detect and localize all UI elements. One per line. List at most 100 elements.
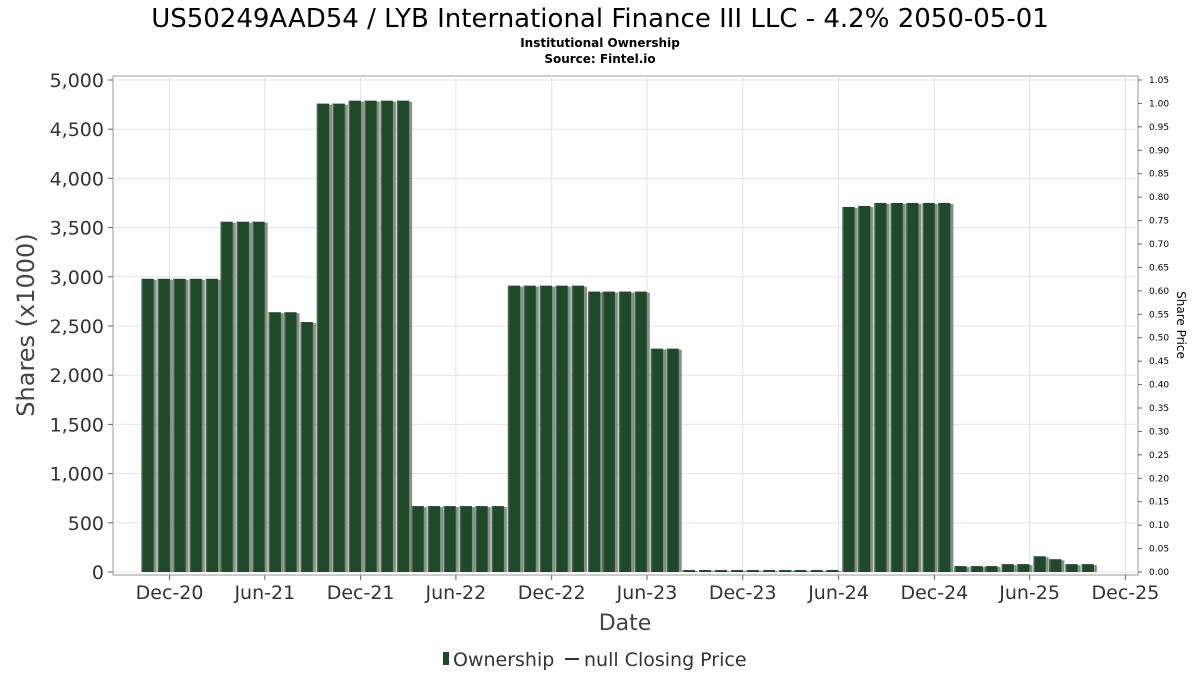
ownership-bar — [746, 570, 759, 572]
x-tick-label: Jun-23 — [616, 582, 678, 604]
legend-closing-price-label: null Closing Price — [584, 649, 747, 671]
bar-highlight — [779, 570, 781, 572]
y2-tick-label: 1.00 — [1149, 99, 1169, 109]
y2-tick-label: 0.05 — [1149, 545, 1169, 555]
y2-tick-label: 0.95 — [1149, 123, 1169, 133]
bar-highlight — [411, 506, 414, 572]
x-tick-label: Jun-22 — [425, 582, 487, 604]
y2-tick-label: 0.80 — [1149, 193, 1169, 203]
ownership-bar — [858, 205, 871, 572]
y-tick-label: 500 — [68, 513, 104, 535]
y-tick-label: 5,000 — [50, 70, 104, 92]
y2-tick-label: 1.05 — [1149, 76, 1169, 86]
ownership-bar — [491, 506, 504, 572]
ownership-bar — [682, 570, 695, 572]
ownership-bar — [236, 221, 249, 573]
y2-tick-label: 0.45 — [1149, 357, 1169, 367]
y2-tick-label: 0.90 — [1149, 146, 1169, 156]
ownership-bar — [970, 566, 983, 572]
ownership-bar — [459, 506, 472, 572]
y-tick-label: 1,000 — [50, 464, 104, 486]
ownership-bar — [954, 566, 967, 572]
bar-highlight — [746, 570, 749, 572]
ownership-bar — [826, 570, 839, 572]
legend: Ownership null Closing Price — [443, 649, 747, 671]
bar-highlight — [922, 203, 924, 572]
bar-highlight — [141, 278, 143, 572]
ownership-bar — [698, 570, 712, 572]
legend-ownership-label: Ownership — [453, 649, 554, 671]
y-tick-label: 2,000 — [50, 365, 104, 387]
ownership-bar — [300, 322, 313, 572]
ownership-bar — [890, 203, 903, 572]
ownership-bar — [220, 221, 233, 573]
bar-highlight — [890, 203, 893, 572]
y2-tick-label: 0.20 — [1149, 474, 1169, 484]
ownership-bar — [475, 506, 488, 572]
y2-tick-label: 0.60 — [1149, 287, 1169, 297]
ownership-bar — [650, 348, 664, 572]
bar-highlight — [443, 506, 445, 572]
ownership-bar — [794, 570, 807, 572]
y-tick-label: 0 — [92, 562, 104, 584]
ownership-bar — [380, 100, 393, 572]
legend-ownership-swatch — [443, 652, 449, 665]
ownership-bar — [205, 278, 219, 572]
ownership-bar — [443, 506, 456, 572]
bar-highlight — [794, 570, 796, 572]
ownership-bar — [364, 100, 377, 572]
y2-tick-label: 0.65 — [1149, 263, 1169, 273]
ownership-bar — [922, 203, 935, 572]
bar-highlight — [380, 100, 383, 572]
ownership-bar — [523, 285, 536, 572]
ownership-bar — [507, 285, 521, 572]
bar-highlight — [348, 100, 351, 572]
bar-highlight — [602, 291, 605, 572]
ownership-bar — [539, 285, 553, 572]
ownership-bar — [874, 203, 887, 572]
y2-tick-label: 0.00 — [1149, 568, 1169, 578]
bar-highlight — [618, 291, 621, 572]
y-tick-label: 4,500 — [50, 119, 104, 141]
ownership-bar — [411, 506, 424, 572]
bar-highlight — [938, 203, 940, 572]
ownership-bar — [730, 570, 744, 572]
ownership-bar — [332, 103, 345, 572]
bar-highlight — [300, 322, 303, 572]
ownership-bar — [842, 206, 855, 572]
ownership-bar — [189, 278, 202, 572]
x-tick-label: Dec-22 — [518, 582, 586, 604]
bar-highlight — [157, 278, 160, 572]
x-tick-label: Dec-21 — [327, 582, 395, 604]
bar-highlight — [730, 570, 733, 572]
bar-highlight — [539, 285, 542, 572]
chart-subtitle-line-2: Source: Fintel.io — [544, 52, 655, 66]
y-tick-label: 3,000 — [50, 267, 104, 289]
ownership-bar — [173, 278, 186, 572]
bar-highlight — [1081, 564, 1084, 572]
ownership-bar — [141, 278, 154, 572]
bar-highlight — [268, 312, 271, 572]
y2-tick-label: 0.25 — [1149, 451, 1169, 461]
bar-highlight — [634, 291, 637, 572]
bar-highlight — [189, 278, 192, 572]
ownership-bar — [938, 203, 951, 572]
y2-tick-label: 0.50 — [1149, 334, 1169, 344]
ownership-bar — [906, 203, 919, 572]
bar-highlight — [650, 348, 653, 572]
bar-highlight — [762, 570, 765, 572]
bar-highlight — [173, 278, 175, 572]
bar-highlight — [459, 506, 462, 572]
ownership-bar — [1017, 564, 1030, 572]
ownership-bar — [396, 100, 410, 572]
bar-highlight — [666, 348, 669, 572]
y2-tick-label: 0.40 — [1149, 381, 1169, 391]
axes: 0 500 1,000 1,500 2,000 2,500 3,000 3,500 4,000 4… — [50, 70, 1170, 604]
x-tick-label: Jun-24 — [807, 582, 869, 604]
bar-highlight — [427, 506, 430, 572]
y-tick-label: 3,500 — [50, 218, 104, 240]
bar-highlight — [682, 570, 685, 572]
ownership-bar — [427, 506, 441, 572]
bar-highlight — [571, 285, 574, 572]
